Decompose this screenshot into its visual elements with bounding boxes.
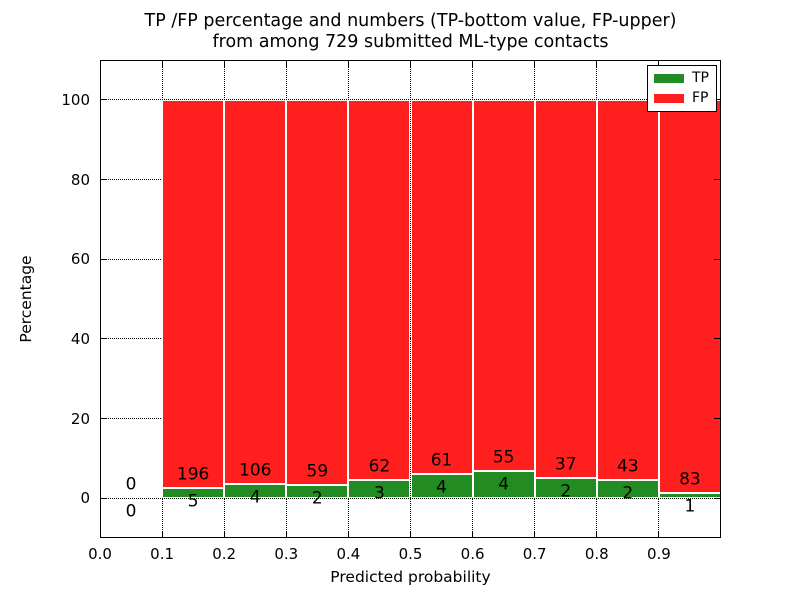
x-tick-mark	[658, 60, 660, 67]
chart-title-line2: from among 729 submitted ML-type contact…	[212, 32, 609, 52]
fp-count-label: 43	[617, 456, 639, 477]
x-tick-mark	[223, 60, 225, 67]
fp-count-label: 55	[492, 447, 515, 468]
y-tick-mark	[714, 258, 721, 260]
x-tick-label: 0.1	[150, 545, 175, 563]
fp-count-label: 106	[239, 460, 272, 481]
legend-item-tp: TP	[654, 70, 710, 86]
tp-count-label: 2	[622, 483, 634, 504]
x-tick-mark	[223, 531, 225, 538]
bar-segment-fp	[224, 99, 287, 484]
x-tick-label: 0.7	[522, 545, 547, 563]
y-tick-mark	[714, 179, 721, 180]
fp-count-label: 61	[430, 450, 453, 471]
fp-count-label: 62	[368, 456, 391, 477]
legend-label-fp: FP	[692, 90, 709, 106]
y-tick-mark	[100, 497, 107, 499]
plot-area: 0 0 196 5 106 4 59 2 62 3 61 4 55 4 37 2 43 2 83 1 TP FP	[100, 60, 721, 538]
y-tick-label: 40	[70, 329, 90, 348]
bar-segment-fp	[658, 99, 721, 494]
y-tick-label: 60	[70, 250, 90, 269]
x-tick-label: 0.9	[646, 545, 671, 563]
tp-count-label: 1	[684, 496, 696, 517]
y-tick-mark	[100, 179, 107, 180]
x-tick-label: 0.2	[212, 545, 237, 563]
bar-segment-tp	[286, 485, 349, 499]
y-tick-mark	[100, 258, 107, 260]
fp-count-label: 83	[679, 469, 701, 490]
tp-count-label: 4	[498, 474, 510, 495]
x-tick-mark	[285, 60, 287, 67]
y-tick-mark	[100, 338, 107, 340]
bar-segment-fp	[348, 99, 411, 480]
x-tick-label: 0.4	[336, 545, 361, 563]
y-tick-mark	[714, 418, 721, 419]
x-tick-mark	[410, 531, 411, 538]
x-tick-mark	[534, 531, 536, 538]
legend-item-fp: FP	[654, 90, 710, 106]
bar-segment-tp	[596, 480, 659, 499]
bar-segment-tp	[348, 479, 411, 499]
tp-count-label: 3	[374, 483, 385, 504]
x-tick-mark	[347, 60, 349, 67]
tp-count-label: 0	[125, 501, 137, 522]
x-tick-mark	[534, 60, 536, 67]
x-tick-mark	[472, 531, 474, 538]
x-tick-mark	[596, 60, 598, 67]
x-tick-mark	[596, 531, 598, 538]
bar-segment-tp	[410, 473, 473, 499]
bar-segment-tp	[224, 483, 287, 499]
x-tick-mark	[472, 60, 474, 67]
x-tick-mark	[285, 531, 287, 538]
y-tick-label: 0	[80, 489, 90, 508]
bar-segment-tp	[162, 488, 225, 499]
x-tick-mark	[658, 531, 660, 538]
y-tick-label: 100	[61, 90, 90, 109]
tp-count-label: 4	[249, 487, 261, 508]
tp-count-label: 4	[436, 477, 447, 498]
y-tick-mark	[100, 418, 107, 419]
bar-segment-tp	[534, 477, 597, 499]
bar-segment-fp	[286, 99, 349, 486]
chart-title-line1: TP /FP percentage and numbers (TP-bottom…	[144, 11, 677, 31]
y-tick-mark	[714, 497, 721, 499]
x-tick-mark	[161, 531, 163, 538]
legend-label-tp: TP	[692, 70, 709, 86]
y-tick-mark	[100, 99, 107, 101]
chart-title: TP /FP percentage and numbers (TP-bottom…	[100, 11, 721, 53]
x-tick-label: 0.8	[584, 545, 609, 563]
x-tick-mark	[347, 531, 349, 538]
fp-count-label: 196	[176, 464, 210, 485]
x-tick-mark	[410, 60, 411, 67]
y-tick-label: 20	[70, 409, 90, 428]
tp-count-label: 5	[187, 491, 199, 512]
fp-swatch-icon	[654, 94, 684, 103]
fp-count-label: 59	[306, 461, 329, 482]
fp-count-label: 0	[125, 474, 137, 495]
bar-segment-fp	[596, 99, 659, 481]
tp-swatch-icon	[654, 74, 684, 83]
y-tick-mark	[714, 338, 721, 340]
fp-count-label: 37	[554, 454, 577, 475]
tp-count-label: 2	[311, 488, 323, 509]
y-axis-label: Percentage	[17, 255, 35, 343]
x-tick-label: 0.5	[398, 545, 423, 563]
x-tick-mark	[161, 60, 163, 67]
y-tick-label: 80	[70, 170, 90, 189]
tp-count-label: 2	[560, 481, 572, 502]
bar-segment-tp	[472, 471, 535, 499]
x-tick-label: 0.0	[88, 545, 112, 563]
bar-segment-fp	[410, 99, 473, 474]
x-tick-label: 0.6	[460, 545, 485, 563]
legend: TP FP	[647, 65, 717, 112]
bar-segment-fp	[534, 99, 597, 478]
bar-segment-fp	[472, 99, 535, 472]
bar-segment-fp	[162, 99, 225, 489]
y-tick-mark	[714, 99, 721, 101]
x-axis-label: Predicted probability	[330, 568, 491, 586]
x-tick-label: 0.3	[274, 545, 299, 563]
